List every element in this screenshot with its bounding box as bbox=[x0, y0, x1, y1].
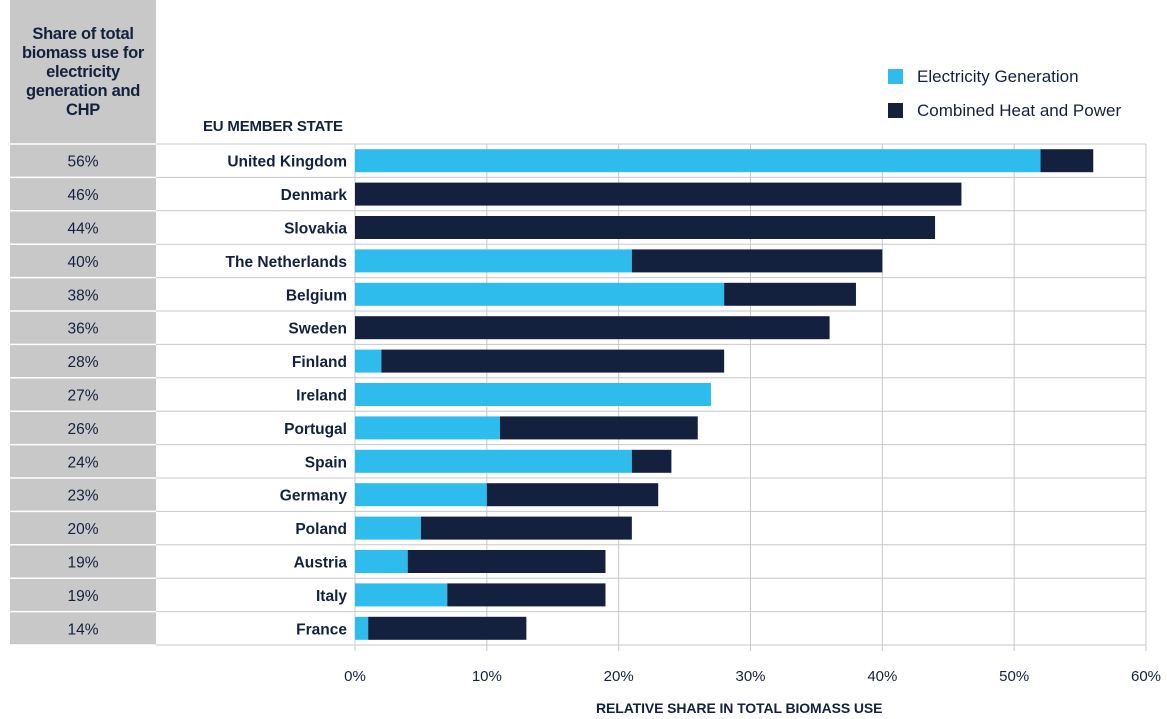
share-label: 28% bbox=[67, 354, 98, 371]
bar-electricity bbox=[355, 449, 632, 473]
category-label: Portugal bbox=[284, 421, 347, 438]
bar-electricity bbox=[355, 416, 501, 440]
share-label: 46% bbox=[67, 187, 98, 204]
legend-item-chp: Combined Heat and Power bbox=[888, 100, 1121, 121]
bar-chp bbox=[500, 416, 698, 440]
bar-electricity bbox=[355, 282, 725, 306]
bar-electricity bbox=[355, 583, 448, 607]
x-tick-label: 50% bbox=[999, 668, 1029, 685]
bar-chp bbox=[368, 616, 527, 640]
category-label: France bbox=[296, 621, 347, 638]
bar-electricity bbox=[355, 149, 1041, 173]
share-label: 27% bbox=[67, 388, 98, 405]
category-label: The Netherlands bbox=[226, 254, 347, 271]
bar-chp bbox=[355, 316, 830, 340]
share-label: 20% bbox=[67, 521, 98, 538]
bar-chp bbox=[420, 516, 632, 540]
legend-label-electricity: Electricity Generation bbox=[917, 66, 1079, 86]
category-label: Poland bbox=[295, 521, 347, 538]
x-tick-label: 0% bbox=[344, 668, 366, 685]
category-label: Italy bbox=[316, 588, 347, 605]
bar-electricity bbox=[355, 616, 369, 640]
legend-item-electricity: Electricity Generation bbox=[888, 66, 1121, 87]
bar-chp bbox=[355, 216, 936, 239]
bar-electricity bbox=[355, 550, 408, 573]
share-label: 44% bbox=[67, 221, 98, 238]
share-label: 24% bbox=[67, 454, 98, 471]
x-axis-title: RELATIVE SHARE IN TOTAL BIOMASS USE bbox=[596, 700, 883, 716]
share-label: 40% bbox=[67, 254, 98, 271]
x-tick-label: 60% bbox=[1131, 668, 1161, 685]
category-label: Slovakia bbox=[284, 221, 347, 238]
x-tick-label: 40% bbox=[867, 668, 897, 685]
bar-chp bbox=[631, 449, 672, 473]
legend-label-chp: Combined Heat and Power bbox=[917, 100, 1122, 120]
share-label: 23% bbox=[67, 488, 98, 505]
share-label: 36% bbox=[67, 321, 98, 338]
legend: Electricity Generation Combined Heat and… bbox=[888, 66, 1121, 134]
bar-electricity bbox=[355, 383, 711, 406]
category-label: Finland bbox=[292, 354, 347, 371]
category-label: Belgium bbox=[286, 287, 347, 304]
legend-swatch-electricity bbox=[888, 69, 903, 84]
legend-swatch-chp bbox=[888, 103, 903, 118]
bar-chp bbox=[447, 583, 606, 607]
bar-electricity bbox=[355, 249, 632, 273]
share-label: 14% bbox=[67, 621, 98, 638]
category-label: Austria bbox=[294, 555, 348, 572]
share-label: 19% bbox=[67, 555, 98, 572]
share-column-background bbox=[10, 144, 156, 645]
bar-electricity bbox=[355, 349, 382, 373]
bar-chp bbox=[724, 282, 856, 306]
share-label: 56% bbox=[67, 154, 98, 171]
share-column-header: Share of total biomass use for electrici… bbox=[10, 0, 156, 144]
bar-chp bbox=[381, 349, 725, 373]
share-label: 19% bbox=[67, 588, 98, 605]
category-label: Germany bbox=[280, 488, 348, 505]
member-state-header: EU MEMBER STATE bbox=[203, 118, 343, 135]
bar-electricity bbox=[355, 483, 487, 507]
category-label: Sweden bbox=[288, 321, 347, 338]
x-tick-label: 10% bbox=[472, 668, 502, 685]
share-label: 38% bbox=[67, 287, 98, 304]
share-column-header-text: Share of total biomass use for electrici… bbox=[21, 24, 145, 119]
bar-chp bbox=[355, 182, 962, 206]
x-tick-label: 20% bbox=[604, 668, 634, 685]
category-label: Spain bbox=[305, 454, 347, 471]
bar-chp bbox=[407, 550, 606, 573]
category-label: United Kingdom bbox=[227, 154, 347, 171]
bar-electricity bbox=[355, 516, 421, 540]
bar-chp bbox=[631, 249, 883, 273]
bar-chp bbox=[1040, 149, 1094, 173]
x-tick-label: 30% bbox=[735, 668, 765, 685]
category-label: Denmark bbox=[281, 187, 348, 204]
share-label: 26% bbox=[67, 421, 98, 438]
bar-chp bbox=[486, 483, 659, 507]
category-label: Ireland bbox=[296, 388, 347, 405]
